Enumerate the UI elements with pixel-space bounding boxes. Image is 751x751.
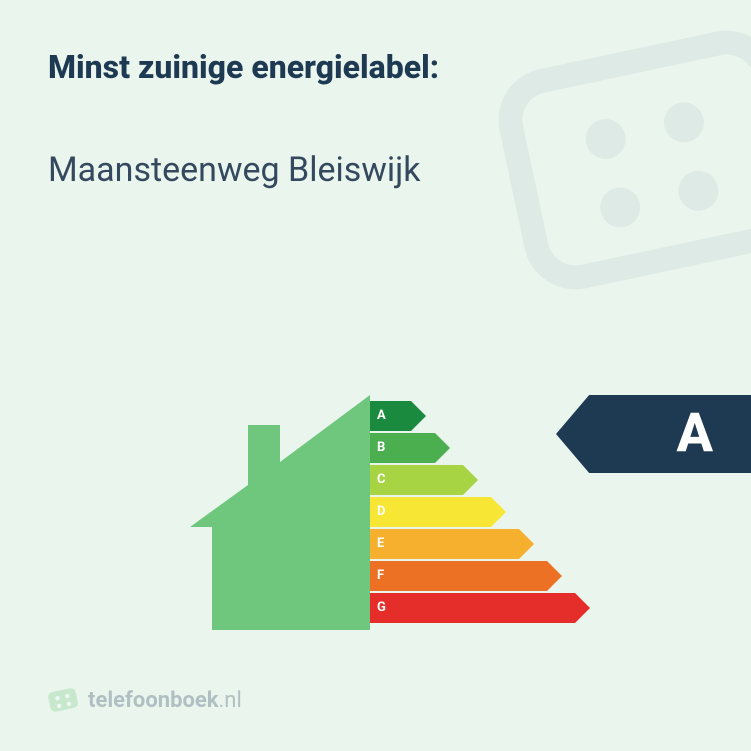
watermark-icon — [491, 0, 751, 320]
energy-bar-shape — [370, 561, 562, 591]
energy-bar-label: A — [377, 401, 386, 431]
energy-bar-shape — [370, 529, 534, 559]
energy-bar-label: F — [377, 561, 384, 591]
energy-label-card: Minst zuinige energielabel: Maansteenweg… — [0, 0, 751, 751]
house-icon — [170, 395, 370, 630]
footer-brand-text: telefoonboek.nl — [88, 688, 242, 713]
energy-bar-label: C — [377, 465, 386, 495]
footer-logo-icon — [48, 685, 78, 715]
result-badge-shape — [556, 395, 751, 473]
energy-bar-label: D — [377, 497, 385, 527]
energy-bar-shape — [370, 593, 590, 623]
footer-tld: .nl — [219, 688, 242, 713]
energy-bar-shape — [370, 465, 478, 495]
energy-bar-label: B — [377, 433, 385, 463]
footer: telefoonboek.nl — [48, 685, 242, 715]
result-badge: A — [556, 395, 751, 473]
card-subtitle: Maansteenweg Bleiswijk — [48, 150, 421, 190]
energy-bar-label: E — [377, 529, 384, 559]
footer-brand: telefoonboek — [88, 688, 219, 713]
card-title: Minst zuinige energielabel: — [48, 48, 439, 86]
result-badge-letter: A — [676, 395, 713, 473]
energy-bar-label: G — [377, 593, 386, 623]
energy-bar-shape — [370, 497, 506, 527]
energy-diagram: ABCDEFG — [170, 395, 550, 630]
